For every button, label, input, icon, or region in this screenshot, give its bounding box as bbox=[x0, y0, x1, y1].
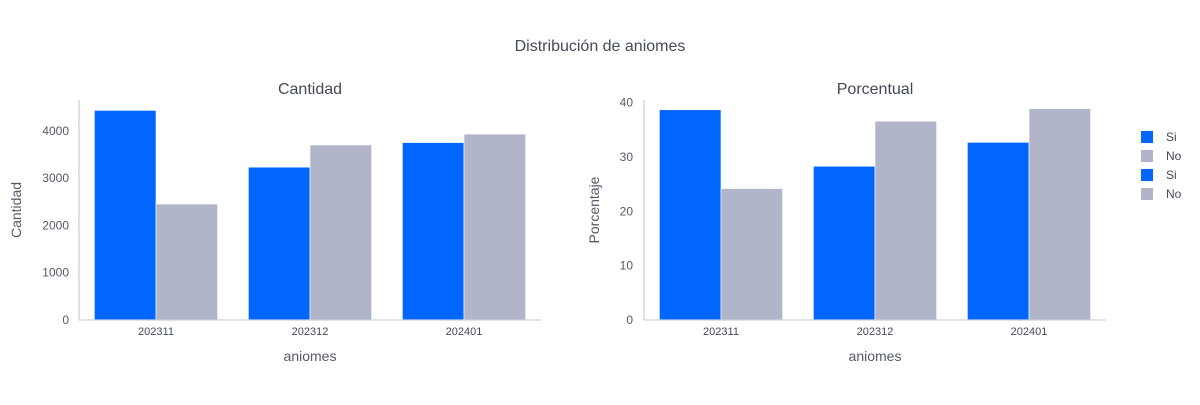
legend-label: Si bbox=[1166, 130, 1177, 144]
bar-no-202401 bbox=[463, 133, 526, 321]
bar-no-202311 bbox=[720, 188, 783, 321]
y-tick-label: 10 bbox=[620, 259, 634, 273]
y-axis-title: Porcentaje bbox=[586, 176, 602, 243]
y-tick-label: 4000 bbox=[42, 124, 69, 138]
bar-si-202311 bbox=[659, 109, 722, 321]
legend-swatch-si[interactable] bbox=[1141, 169, 1153, 181]
y-tick-label: 3000 bbox=[42, 171, 69, 185]
x-tick-label: 202311 bbox=[138, 326, 174, 338]
x-axis-title: aniomes bbox=[284, 348, 337, 364]
y-tick-label: 20 bbox=[620, 204, 634, 218]
subplot-title: Porcentual bbox=[837, 81, 914, 98]
bar-si-202401 bbox=[967, 142, 1030, 321]
legend-label: No bbox=[1166, 187, 1182, 201]
x-tick-label: 202312 bbox=[292, 326, 329, 338]
y-tick-label: 2000 bbox=[42, 218, 69, 232]
bar-no-202312 bbox=[309, 144, 372, 321]
x-axis-title: aniomes bbox=[849, 348, 902, 364]
legend-label: No bbox=[1166, 149, 1182, 163]
legend-swatch-no[interactable] bbox=[1141, 150, 1153, 162]
y-tick-label: 1000 bbox=[42, 266, 69, 280]
x-tick-label: 202401 bbox=[446, 326, 483, 338]
y-tick-label: 0 bbox=[626, 313, 633, 327]
y-tick-label: 0 bbox=[62, 313, 69, 327]
x-tick-label: 202312 bbox=[857, 326, 894, 338]
bar-no-202401 bbox=[1028, 108, 1091, 321]
legend-label: Si bbox=[1166, 168, 1177, 182]
bar-no-202312 bbox=[874, 120, 937, 321]
y-tick-label: 40 bbox=[620, 96, 634, 110]
y-axis-title: Cantidad bbox=[8, 182, 24, 238]
y-tick-label: 30 bbox=[620, 150, 634, 164]
bar-no-202311 bbox=[155, 203, 218, 321]
legend-swatch-si[interactable] bbox=[1141, 131, 1153, 143]
bar-si-202311 bbox=[94, 110, 157, 321]
bar-si-202312 bbox=[813, 165, 876, 321]
legend-swatch-no[interactable] bbox=[1141, 188, 1153, 200]
bar-si-202401 bbox=[402, 142, 465, 321]
figure-title: Distribución de aniomes bbox=[515, 38, 686, 55]
x-tick-label: 202311 bbox=[703, 326, 739, 338]
bar-si-202312 bbox=[248, 166, 311, 321]
x-tick-label: 202401 bbox=[1011, 326, 1048, 338]
subplot-title: Cantidad bbox=[278, 81, 342, 98]
